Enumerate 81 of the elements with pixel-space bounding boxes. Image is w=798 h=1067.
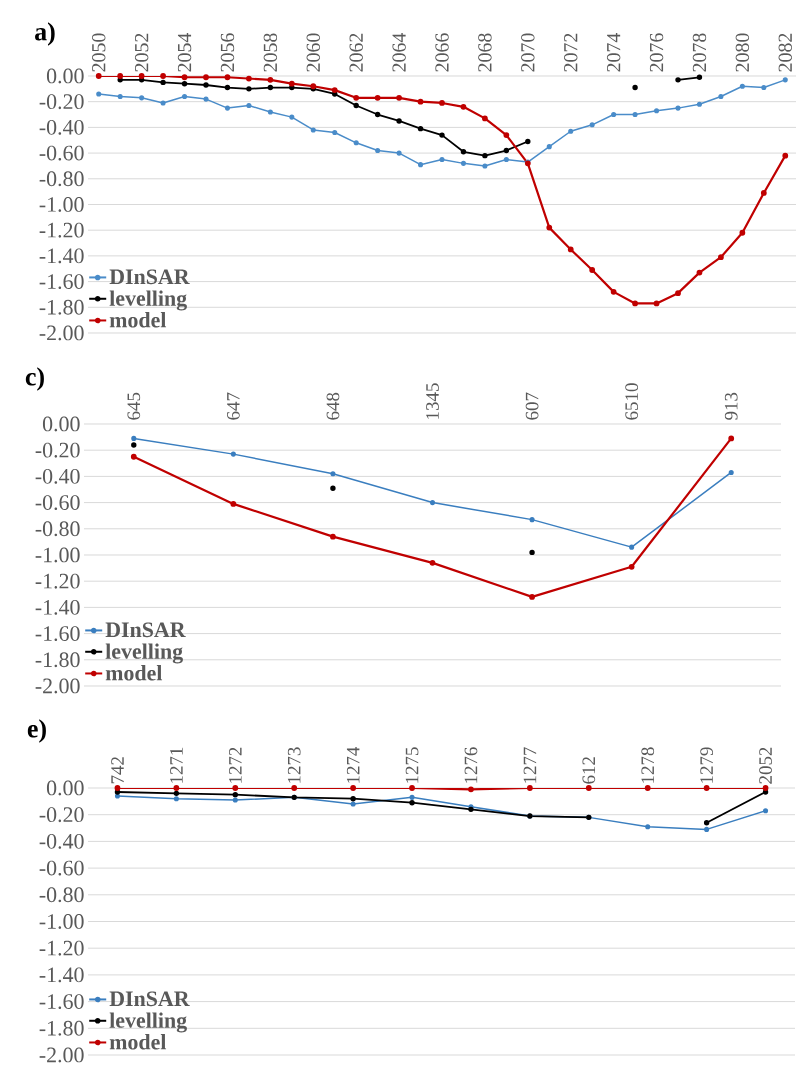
y-tick-label: -0.40 [39,833,84,849]
legend-label: model [109,312,167,328]
y-tick-label: 0.00 [46,780,84,796]
x-tick-label: 1271 [170,747,183,783]
x-tick-label: 1273 [287,747,301,783]
y-tick-label: -0.60 [39,860,84,876]
x-tick-label: 2054 [177,32,192,72]
y-tick-label: -1.00 [39,197,84,212]
x-tick-label: 612 [582,757,596,784]
x-tick-label: 2058 [263,33,278,72]
y-tick-label: -1.60 [35,626,80,642]
y-tick-label: -1.40 [39,967,84,983]
y-tick-label: -1.20 [39,222,84,238]
x-tick-label: 648 [326,392,340,420]
y-tick-label: -1.20 [35,573,80,589]
y-tick-label: -1.00 [39,914,84,929]
x-tick-label: 2070 [521,33,535,72]
legend-label: model [105,665,163,681]
x-tick-label: 2072 [564,33,578,72]
legend-label: levelling [105,643,183,664]
x-tick-label: 2066 [435,33,449,72]
y-tick-label: 0.00 [42,416,80,432]
legend-label: levelling [109,290,187,311]
x-tick-label: 1275 [405,747,419,783]
y-tick-label: -1.80 [39,299,84,315]
legend-label: model [109,1034,167,1050]
y-tick-label: -1.40 [35,599,80,615]
y-tick-label: -1.80 [39,1020,84,1036]
y-tick-label: -0.80 [39,887,84,903]
x-tick-label: 913 [724,392,738,420]
x-tick-label: 2060 [306,33,320,72]
legend-label: DInSAR [105,622,186,638]
x-tick-label: 1278 [641,747,655,783]
y-tick-label: -0.60 [39,145,84,161]
x-tick-label: 2068 [478,33,492,72]
x-tick-label: 2064 [392,32,406,72]
x-tick-label: 1276 [464,747,478,783]
y-tick-label: -1.20 [39,940,84,956]
x-tick-label: 2080 [735,33,750,72]
y-tick-label: -0.40 [35,468,80,484]
y-tick-label: -1.40 [39,248,84,264]
y-tick-label: -1.80 [35,652,80,668]
x-tick-label: 2052 [759,747,772,784]
y-tick-label: -2.00 [39,1047,84,1063]
x-tick-label: 1279 [700,747,713,783]
x-tick-label: 2082 [778,33,792,72]
x-tick-label: 2062 [349,33,363,72]
chart-title: c) [25,367,44,391]
x-tick-label: 1272 [229,747,242,783]
y-tick-label: -0.80 [39,171,84,187]
x-tick-label: 1345 [426,383,439,419]
legend-label: DInSAR [109,269,190,285]
x-tick-label: 2074 [606,32,621,72]
x-tick-label: 645 [127,392,141,420]
legend-label: levelling [109,1012,187,1033]
x-tick-label: 2078 [692,33,707,72]
x-tick-label: 607 [525,392,539,420]
x-tick-label: 2052 [134,33,149,72]
y-tick-label: 0.00 [46,68,84,84]
x-tick-label: 6510 [625,383,639,420]
y-tick-label: -1.00 [35,547,80,563]
y-tick-label: -0.20 [39,94,84,110]
x-tick-label: 2076 [649,33,664,72]
x-tick-label: 742 [111,757,124,784]
chart-title: a) [35,22,55,46]
x-tick-label: 1274 [346,746,360,783]
y-tick-label: -0.40 [39,119,84,135]
y-tick-label: -0.80 [35,521,80,537]
x-tick-label: 1277 [523,747,537,783]
x-tick-label: 2056 [220,33,235,72]
x-tick-label: 2050 [92,33,106,72]
y-tick-label: -1.60 [39,274,84,290]
y-tick-label: -1.60 [39,994,84,1010]
x-tick-label: 647 [227,392,240,420]
y-tick-label: -0.60 [35,495,80,511]
y-tick-label: -2.00 [35,678,80,694]
legend-label: DInSAR [109,991,190,1007]
y-tick-label: -2.00 [39,325,84,341]
y-tick-label: -0.20 [39,807,84,823]
chart-title: e) [27,719,46,743]
y-tick-label: -0.20 [35,442,80,458]
